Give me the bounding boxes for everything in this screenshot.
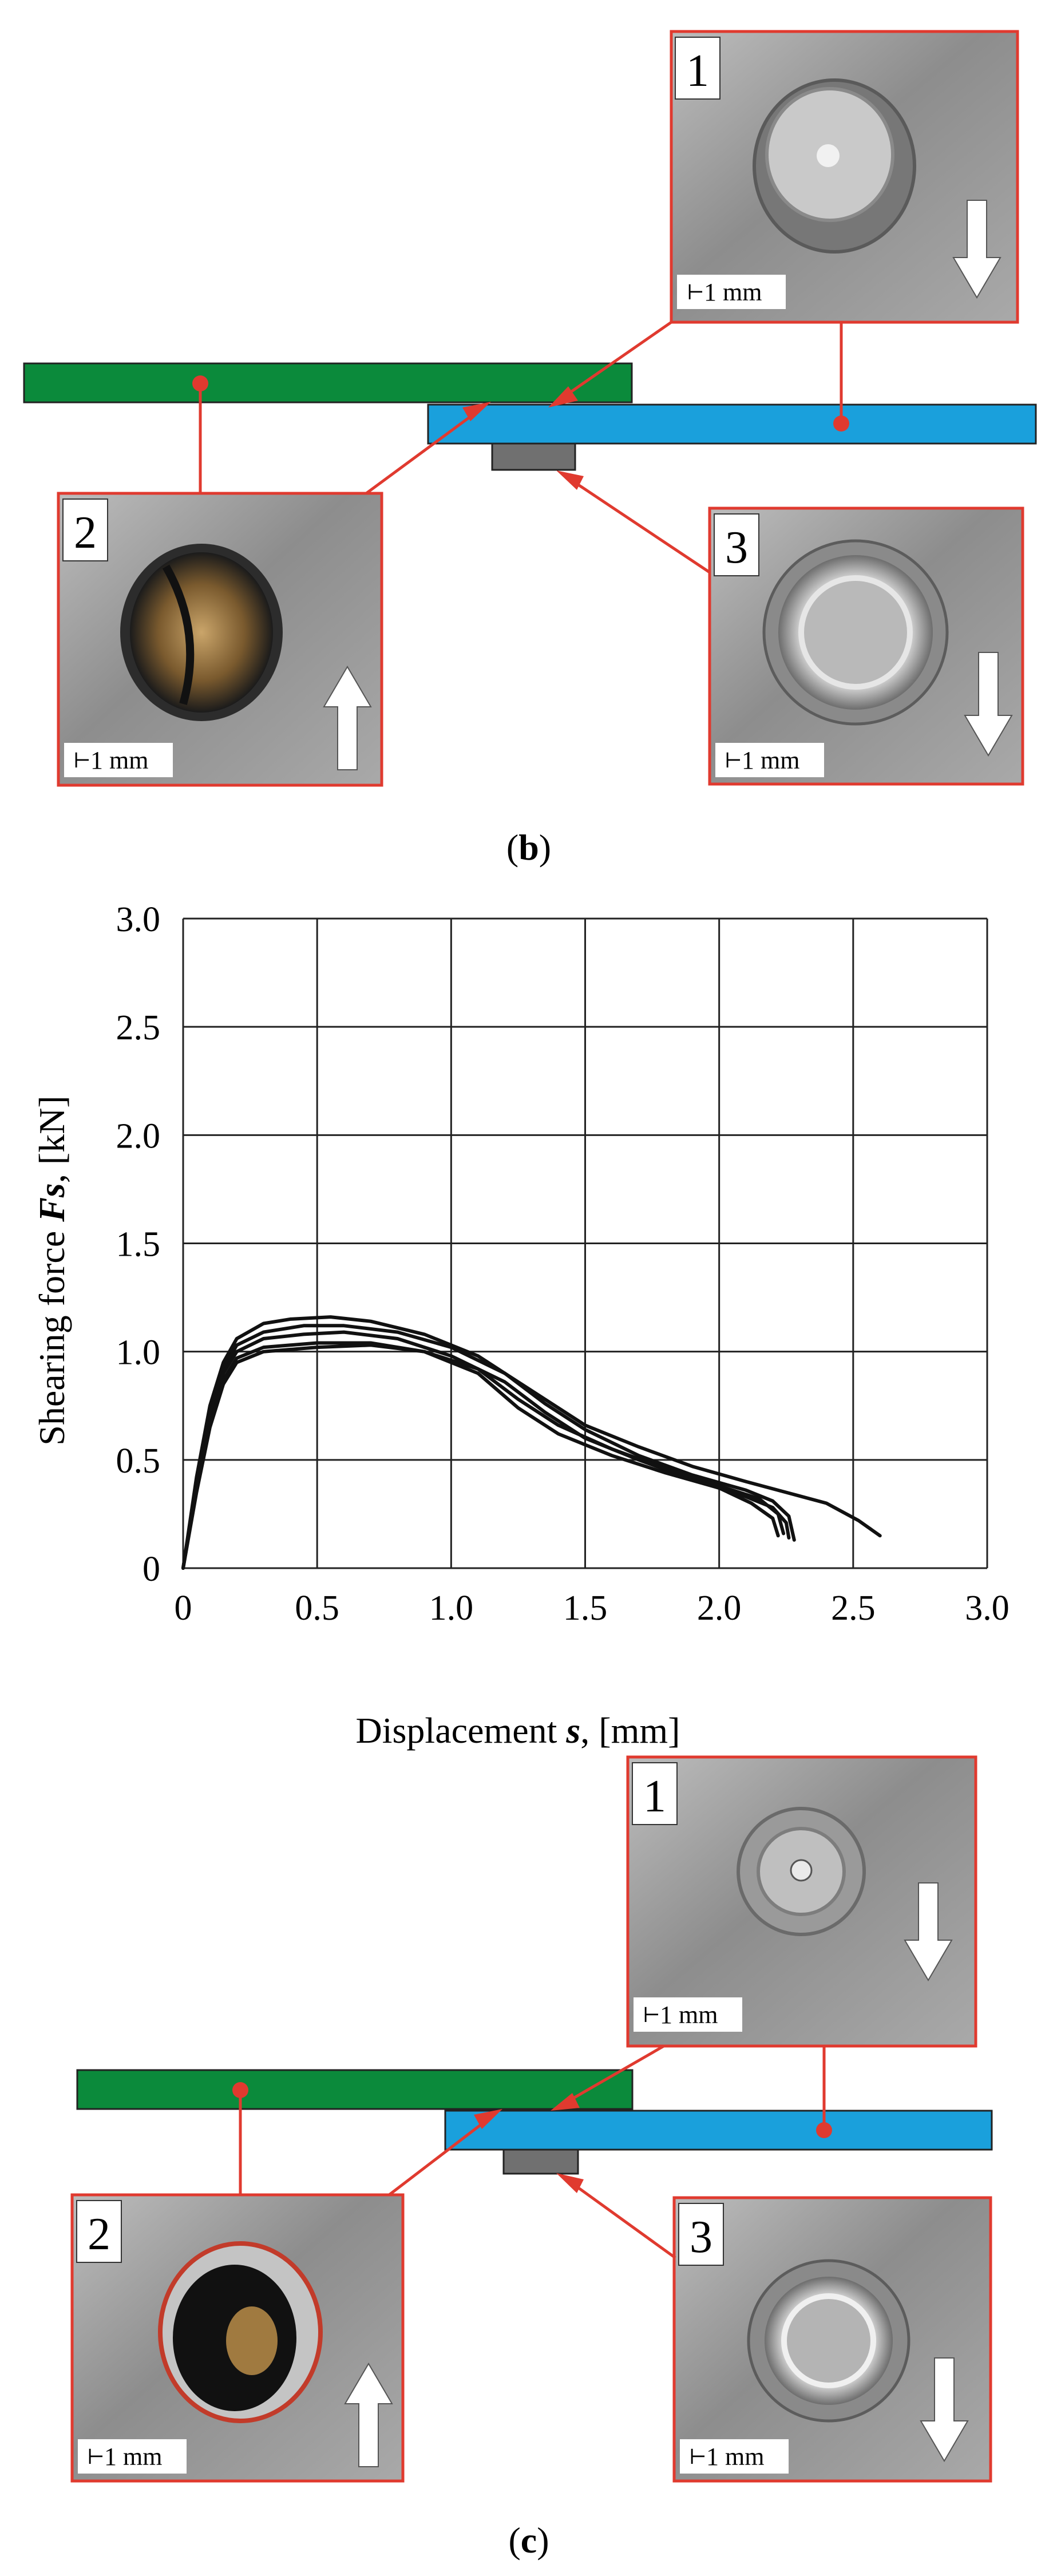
photo-2-b-scale-bar-icon: ⊢ (73, 749, 91, 772)
y-tick-labels: 0 0.5 1.0 1.5 2.0 2.5 3.0 (116, 900, 161, 1589)
photo-2-b-scale: 1 mm (90, 746, 148, 774)
y-tick-label: 2.0 (116, 1117, 161, 1156)
photo-3-b-scale: 1 mm (742, 746, 799, 774)
x-tick-label: 2.5 (831, 1589, 876, 1628)
photo-1-b: 1 ⊢ 1 mm (670, 30, 1019, 324)
photo-1-c-scale: 1 mm (660, 2001, 718, 2029)
series-line-5 (181, 1343, 780, 1570)
bottom-sheet-b (427, 403, 1037, 445)
caption-b: (b) (506, 827, 551, 868)
series-line-1 (181, 1315, 882, 1570)
photo-1-c-down-arrow-icon (904, 1882, 953, 1981)
photo-1-b-scale: 1 mm (704, 278, 762, 306)
y-tick-label: 1.5 (116, 1225, 161, 1264)
x-tick-label: 1.0 (429, 1589, 474, 1628)
photo-2-b: 2 ⊢ 1 mm (57, 492, 383, 787)
photo-1-b-number: 1 (686, 46, 709, 96)
rivet-head-c (502, 2148, 579, 2175)
photo-3-c: 3 ⊢ 1 mm (672, 2196, 992, 2483)
y-tick-label: 0.5 (116, 1442, 161, 1481)
chart: 0 0.5 1.0 1.5 2.0 2.5 3.0 00.51.01.52.02.53.0 … (31, 900, 1010, 1751)
y-tick-label: 3.0 (116, 900, 161, 939)
top-sheet-b (23, 362, 633, 403)
photo-1-c: 1 ⊢ 1 mm (626, 1755, 977, 2048)
photo-1-c-number: 1 (643, 1771, 666, 1822)
photo-3-b-number: 3 (725, 523, 748, 573)
x-tick-label: 0 (175, 1589, 192, 1628)
photo-3-b: 3 ⊢ 1 mm (708, 507, 1024, 786)
photo-2-c-scale-bar-icon: ⊢ (87, 2446, 105, 2468)
photo-3-c-scale-bar-icon: ⊢ (689, 2446, 707, 2468)
rivet-head-b (491, 442, 576, 471)
chart-grid (182, 917, 988, 1569)
callouts-c (232, 2044, 832, 2260)
y-tick-label: 0 (142, 1550, 160, 1589)
photo-1-c-scale-bar-icon: ⊢ (643, 2004, 660, 2027)
photo-3-b-scale-bar-icon: ⊢ (725, 749, 742, 772)
photo-3-c-number: 3 (690, 2212, 712, 2262)
photo-2-c: 2 ⊢ 1 mm (70, 2193, 405, 2483)
panel-c: 1 ⊢ 1 mm 2 ⊢ 1 mm 3 ⊢ (70, 1755, 993, 2561)
chart-series (181, 1315, 882, 1570)
x-tick-label: 1.5 (563, 1589, 608, 1628)
photo-1-b-down-arrow-icon (952, 200, 1001, 299)
x-axis-label: Displacement s, [mm] (356, 1710, 680, 1751)
photo-2-c-number: 2 (88, 2209, 110, 2260)
top-sheet-c (76, 2069, 634, 2110)
x-tick-label: 3.0 (965, 1589, 1010, 1628)
y-axis-label: Shearing force Fs, [kN] (31, 1095, 72, 1445)
x-tick-label: 2.0 (697, 1589, 742, 1628)
photo-1-b-scale-bar-icon: ⊢ (687, 281, 704, 304)
caption-c: (c) (508, 2520, 549, 2561)
x-tick-labels: 0 0.5 1.0 1.5 2.0 2.5 3.0 (175, 1589, 1010, 1628)
photo-3-c-down-arrow-icon (920, 2357, 969, 2462)
bottom-sheet-c (444, 2110, 993, 2151)
callouts-b (192, 320, 849, 574)
photo-2-c-up-arrow-icon (344, 2363, 393, 2467)
photo-2-b-number: 2 (74, 508, 97, 558)
photo-2-c-scale: 1 mm (104, 2443, 162, 2471)
panel-b: 1 ⊢ 1 mm 2 ⊢ 1 mm 3 ⊢ (23, 30, 1037, 868)
x-tick-label: 0.5 (295, 1589, 339, 1628)
photo-3-b-down-arrow-icon (964, 652, 1013, 757)
photo-3-c-scale: 1 mm (706, 2443, 764, 2471)
series-line-3 (181, 1330, 791, 1570)
y-tick-label: 1.0 (116, 1333, 161, 1372)
y-tick-label: 2.5 (116, 1008, 161, 1047)
photo-2-b-up-arrow-icon (323, 666, 372, 770)
series-line-2 (181, 1324, 796, 1570)
